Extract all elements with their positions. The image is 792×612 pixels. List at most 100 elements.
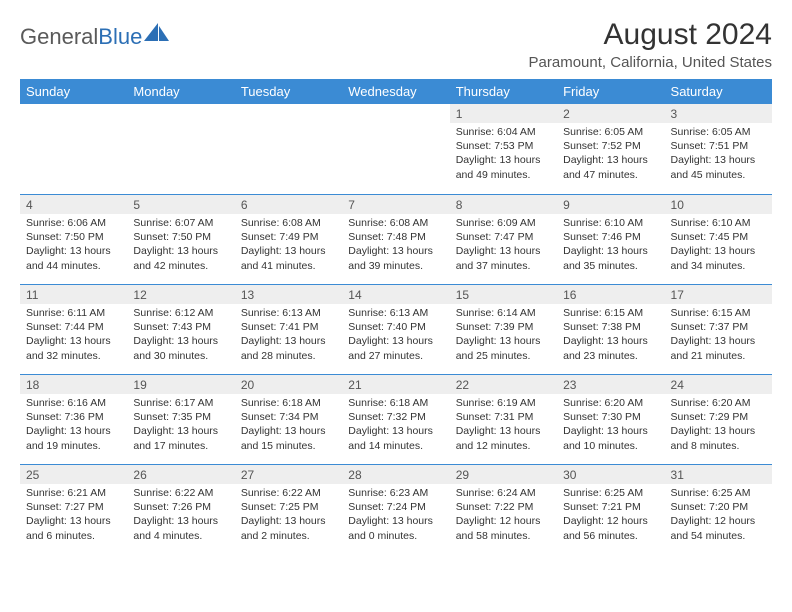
page-header: GeneralBlue August 2024 Paramount, Calif… <box>20 18 772 71</box>
sunrise-text: Sunrise: 6:10 AM <box>671 216 766 230</box>
day-details: Sunrise: 6:09 AMSunset: 7:47 PMDaylight:… <box>450 214 557 277</box>
day-number: 15 <box>450 284 557 304</box>
sunrise-text: Sunrise: 6:08 AM <box>348 216 443 230</box>
sunrise-text: Sunrise: 6:06 AM <box>26 216 121 230</box>
calendar-cell: 30Sunrise: 6:25 AMSunset: 7:21 PMDayligh… <box>557 464 664 554</box>
sunrise-text: Sunrise: 6:11 AM <box>26 306 121 320</box>
day-details: Sunrise: 6:13 AMSunset: 7:41 PMDaylight:… <box>235 304 342 367</box>
calendar-cell: 2Sunrise: 6:05 AMSunset: 7:52 PMDaylight… <box>557 104 664 194</box>
day-number: 22 <box>450 374 557 394</box>
sunset-text: Sunset: 7:32 PM <box>348 410 443 424</box>
daylight-text: Daylight: 13 hours and 49 minutes. <box>456 153 551 181</box>
calendar-cell: 22Sunrise: 6:19 AMSunset: 7:31 PMDayligh… <box>450 374 557 464</box>
calendar-cell: 16Sunrise: 6:15 AMSunset: 7:38 PMDayligh… <box>557 284 664 374</box>
day-details: Sunrise: 6:19 AMSunset: 7:31 PMDaylight:… <box>450 394 557 457</box>
sunset-text: Sunset: 7:34 PM <box>241 410 336 424</box>
daylight-text: Daylight: 13 hours and 12 minutes. <box>456 424 551 452</box>
day-details: Sunrise: 6:22 AMSunset: 7:25 PMDaylight:… <box>235 484 342 547</box>
sunrise-text: Sunrise: 6:04 AM <box>456 125 551 139</box>
calendar-cell: 25Sunrise: 6:21 AMSunset: 7:27 PMDayligh… <box>20 464 127 554</box>
daylight-text: Daylight: 13 hours and 45 minutes. <box>671 153 766 181</box>
day-number: 12 <box>127 284 234 304</box>
daylight-text: Daylight: 12 hours and 58 minutes. <box>456 514 551 542</box>
day-number: 30 <box>557 464 664 484</box>
calendar-cell: 8Sunrise: 6:09 AMSunset: 7:47 PMDaylight… <box>450 194 557 284</box>
sunset-text: Sunset: 7:21 PM <box>563 500 658 514</box>
calendar-cell: 31Sunrise: 6:25 AMSunset: 7:20 PMDayligh… <box>665 464 772 554</box>
daylight-text: Daylight: 13 hours and 27 minutes. <box>348 334 443 362</box>
calendar-cell: 12Sunrise: 6:12 AMSunset: 7:43 PMDayligh… <box>127 284 234 374</box>
daylight-text: Daylight: 13 hours and 30 minutes. <box>133 334 228 362</box>
day-number: 20 <box>235 374 342 394</box>
daylight-text: Daylight: 13 hours and 44 minutes. <box>26 244 121 272</box>
calendar-cell: 9Sunrise: 6:10 AMSunset: 7:46 PMDaylight… <box>557 194 664 284</box>
sunrise-text: Sunrise: 6:07 AM <box>133 216 228 230</box>
day-details: Sunrise: 6:17 AMSunset: 7:35 PMDaylight:… <box>127 394 234 457</box>
day-number: 19 <box>127 374 234 394</box>
day-details: Sunrise: 6:05 AMSunset: 7:52 PMDaylight:… <box>557 123 664 186</box>
day-details: Sunrise: 6:07 AMSunset: 7:50 PMDaylight:… <box>127 214 234 277</box>
calendar-cell: 6Sunrise: 6:08 AMSunset: 7:49 PMDaylight… <box>235 194 342 284</box>
calendar-header-row: Sunday Monday Tuesday Wednesday Thursday… <box>20 79 772 104</box>
daylight-text: Daylight: 13 hours and 21 minutes. <box>671 334 766 362</box>
sunrise-text: Sunrise: 6:25 AM <box>563 486 658 500</box>
sunrise-text: Sunrise: 6:15 AM <box>563 306 658 320</box>
sunset-text: Sunset: 7:27 PM <box>26 500 121 514</box>
day-number: 6 <box>235 194 342 214</box>
sunrise-text: Sunrise: 6:09 AM <box>456 216 551 230</box>
sunrise-text: Sunrise: 6:15 AM <box>671 306 766 320</box>
day-number: 3 <box>665 104 772 123</box>
sunrise-text: Sunrise: 6:19 AM <box>456 396 551 410</box>
day-number: 17 <box>665 284 772 304</box>
day-details: Sunrise: 6:20 AMSunset: 7:30 PMDaylight:… <box>557 394 664 457</box>
sunset-text: Sunset: 7:20 PM <box>671 500 766 514</box>
calendar-cell: 27Sunrise: 6:22 AMSunset: 7:25 PMDayligh… <box>235 464 342 554</box>
daylight-text: Daylight: 12 hours and 54 minutes. <box>671 514 766 542</box>
calendar-cell <box>235 104 342 194</box>
day-number: 26 <box>127 464 234 484</box>
daylight-text: Daylight: 13 hours and 25 minutes. <box>456 334 551 362</box>
calendar-cell: 19Sunrise: 6:17 AMSunset: 7:35 PMDayligh… <box>127 374 234 464</box>
day-details: Sunrise: 6:21 AMSunset: 7:27 PMDaylight:… <box>20 484 127 547</box>
daylight-text: Daylight: 13 hours and 23 minutes. <box>563 334 658 362</box>
day-number <box>235 104 342 109</box>
calendar-cell: 29Sunrise: 6:24 AMSunset: 7:22 PMDayligh… <box>450 464 557 554</box>
col-header: Sunday <box>20 79 127 104</box>
daylight-text: Daylight: 13 hours and 35 minutes. <box>563 244 658 272</box>
col-header: Monday <box>127 79 234 104</box>
sunrise-text: Sunrise: 6:25 AM <box>671 486 766 500</box>
sunset-text: Sunset: 7:29 PM <box>671 410 766 424</box>
sunset-text: Sunset: 7:45 PM <box>671 230 766 244</box>
calendar-cell: 1Sunrise: 6:04 AMSunset: 7:53 PMDaylight… <box>450 104 557 194</box>
sunrise-text: Sunrise: 6:05 AM <box>563 125 658 139</box>
calendar-cell: 24Sunrise: 6:20 AMSunset: 7:29 PMDayligh… <box>665 374 772 464</box>
day-number: 11 <box>20 284 127 304</box>
calendar-page: GeneralBlue August 2024 Paramount, Calif… <box>0 0 792 564</box>
sunset-text: Sunset: 7:47 PM <box>456 230 551 244</box>
day-number: 4 <box>20 194 127 214</box>
day-number: 28 <box>342 464 449 484</box>
day-details: Sunrise: 6:18 AMSunset: 7:34 PMDaylight:… <box>235 394 342 457</box>
sunset-text: Sunset: 7:49 PM <box>241 230 336 244</box>
sunset-text: Sunset: 7:41 PM <box>241 320 336 334</box>
daylight-text: Daylight: 13 hours and 41 minutes. <box>241 244 336 272</box>
daylight-text: Daylight: 12 hours and 56 minutes. <box>563 514 658 542</box>
day-number: 24 <box>665 374 772 394</box>
sunrise-text: Sunrise: 6:10 AM <box>563 216 658 230</box>
day-details: Sunrise: 6:23 AMSunset: 7:24 PMDaylight:… <box>342 484 449 547</box>
day-details: Sunrise: 6:11 AMSunset: 7:44 PMDaylight:… <box>20 304 127 367</box>
sunrise-text: Sunrise: 6:20 AM <box>671 396 766 410</box>
day-details: Sunrise: 6:25 AMSunset: 7:21 PMDaylight:… <box>557 484 664 547</box>
day-number: 18 <box>20 374 127 394</box>
calendar-week-row: 11Sunrise: 6:11 AMSunset: 7:44 PMDayligh… <box>20 284 772 374</box>
day-details: Sunrise: 6:15 AMSunset: 7:38 PMDaylight:… <box>557 304 664 367</box>
sunrise-text: Sunrise: 6:20 AM <box>563 396 658 410</box>
day-details: Sunrise: 6:12 AMSunset: 7:43 PMDaylight:… <box>127 304 234 367</box>
sunset-text: Sunset: 7:43 PM <box>133 320 228 334</box>
day-number: 8 <box>450 194 557 214</box>
day-number: 25 <box>20 464 127 484</box>
calendar-cell: 10Sunrise: 6:10 AMSunset: 7:45 PMDayligh… <box>665 194 772 284</box>
daylight-text: Daylight: 13 hours and 19 minutes. <box>26 424 121 452</box>
daylight-text: Daylight: 13 hours and 39 minutes. <box>348 244 443 272</box>
calendar-week-row: 4Sunrise: 6:06 AMSunset: 7:50 PMDaylight… <box>20 194 772 284</box>
